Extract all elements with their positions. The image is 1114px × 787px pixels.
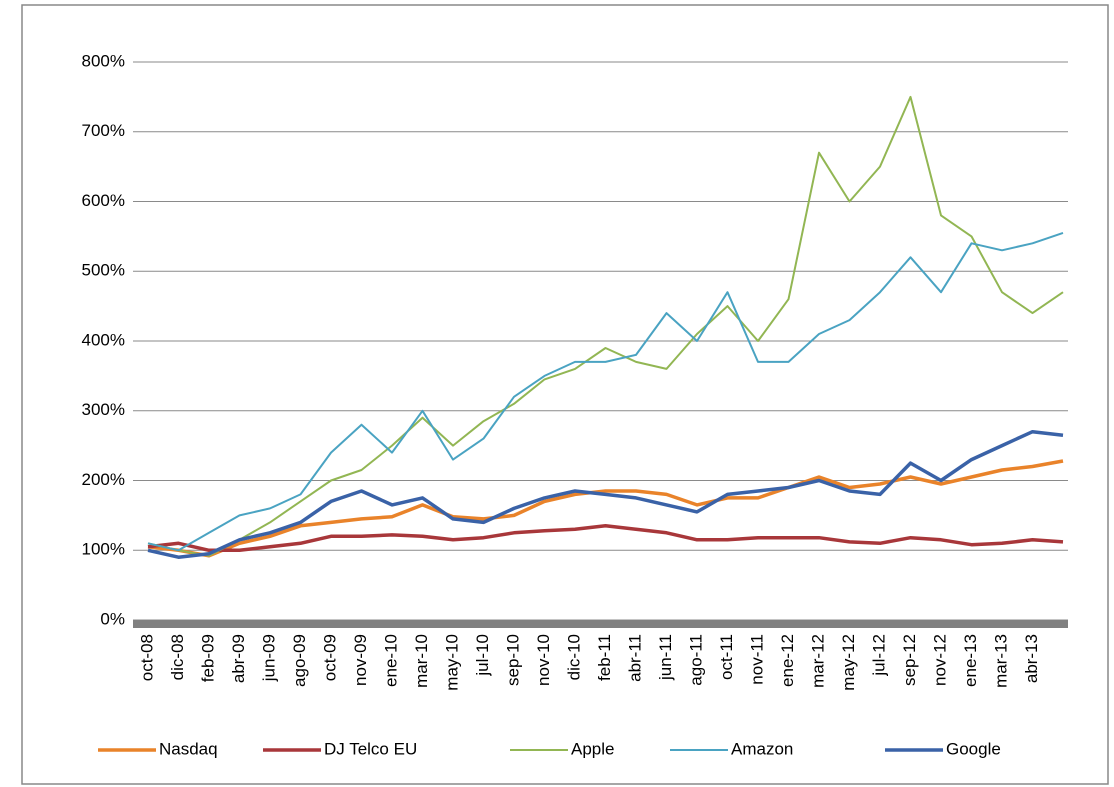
y-tick-label: 600% [82, 191, 125, 210]
series-line [147, 524, 1064, 553]
x-tick-label: dic-08 [168, 634, 187, 680]
series-line [147, 95, 1064, 557]
x-tick-label: oct-09 [320, 634, 339, 681]
x-tick-label: sep-12 [900, 634, 919, 686]
legend-label: Google [946, 739, 1001, 758]
y-tick-label: 200% [82, 470, 125, 489]
x-tick-label: dic-10 [564, 634, 583, 680]
x-tick-label: nov-11 [747, 634, 766, 685]
x-tick-label: jun-09 [259, 634, 278, 682]
legend-label: Apple [571, 739, 614, 758]
y-tick-label: 800% [82, 51, 125, 70]
x-tick-label: ene-13 [961, 634, 980, 687]
y-tick-label: 400% [82, 330, 125, 349]
x-axis [133, 620, 1068, 628]
x-tick-label: oct-08 [137, 634, 156, 681]
x-tick-label: abr-13 [1022, 634, 1041, 683]
y-tick-label: 500% [82, 261, 125, 280]
legend-label: DJ Telco EU [324, 739, 417, 758]
x-tick-label: nov-10 [534, 634, 553, 686]
x-tick-label: jul-10 [473, 634, 492, 677]
legend-label: Nasdaq [159, 739, 218, 758]
x-tick-label: abr-09 [229, 634, 248, 683]
x-tick-label: abr-11 [625, 634, 644, 682]
y-tick-label: 300% [82, 400, 125, 419]
x-tick-label: jul-12 [869, 634, 888, 677]
x-tick-label: nov-09 [351, 634, 370, 686]
x-tick-label: mar-12 [808, 634, 827, 688]
x-tick-label: ago-11 [686, 634, 705, 686]
series-line [147, 429, 1064, 559]
x-tick-label: ago-09 [290, 634, 309, 687]
x-tick-label: may-12 [839, 634, 858, 691]
y-tick-label: 700% [82, 121, 125, 140]
x-tick-label: oct-11 [717, 634, 736, 680]
series-line [147, 231, 1064, 552]
x-tick-label: mar-13 [991, 634, 1010, 688]
x-tick-label: feb-11 [595, 634, 614, 681]
x-tick-label: nov-12 [930, 634, 949, 686]
y-tick-label: 100% [82, 540, 125, 559]
legend-label: Amazon [731, 739, 793, 758]
series-line [147, 459, 1064, 558]
x-tick-label: sep-10 [503, 634, 522, 686]
y-tick-label: 0% [100, 609, 125, 628]
x-tick-label: jun-11 [656, 634, 675, 681]
chart-border [21, 4, 1109, 785]
x-tick-label: ene-10 [381, 634, 400, 687]
x-tick-label: feb-09 [198, 634, 217, 682]
x-tick-label: ene-12 [778, 634, 797, 687]
x-tick-label: may-10 [442, 634, 461, 691]
x-tick-label: mar-10 [412, 634, 431, 688]
